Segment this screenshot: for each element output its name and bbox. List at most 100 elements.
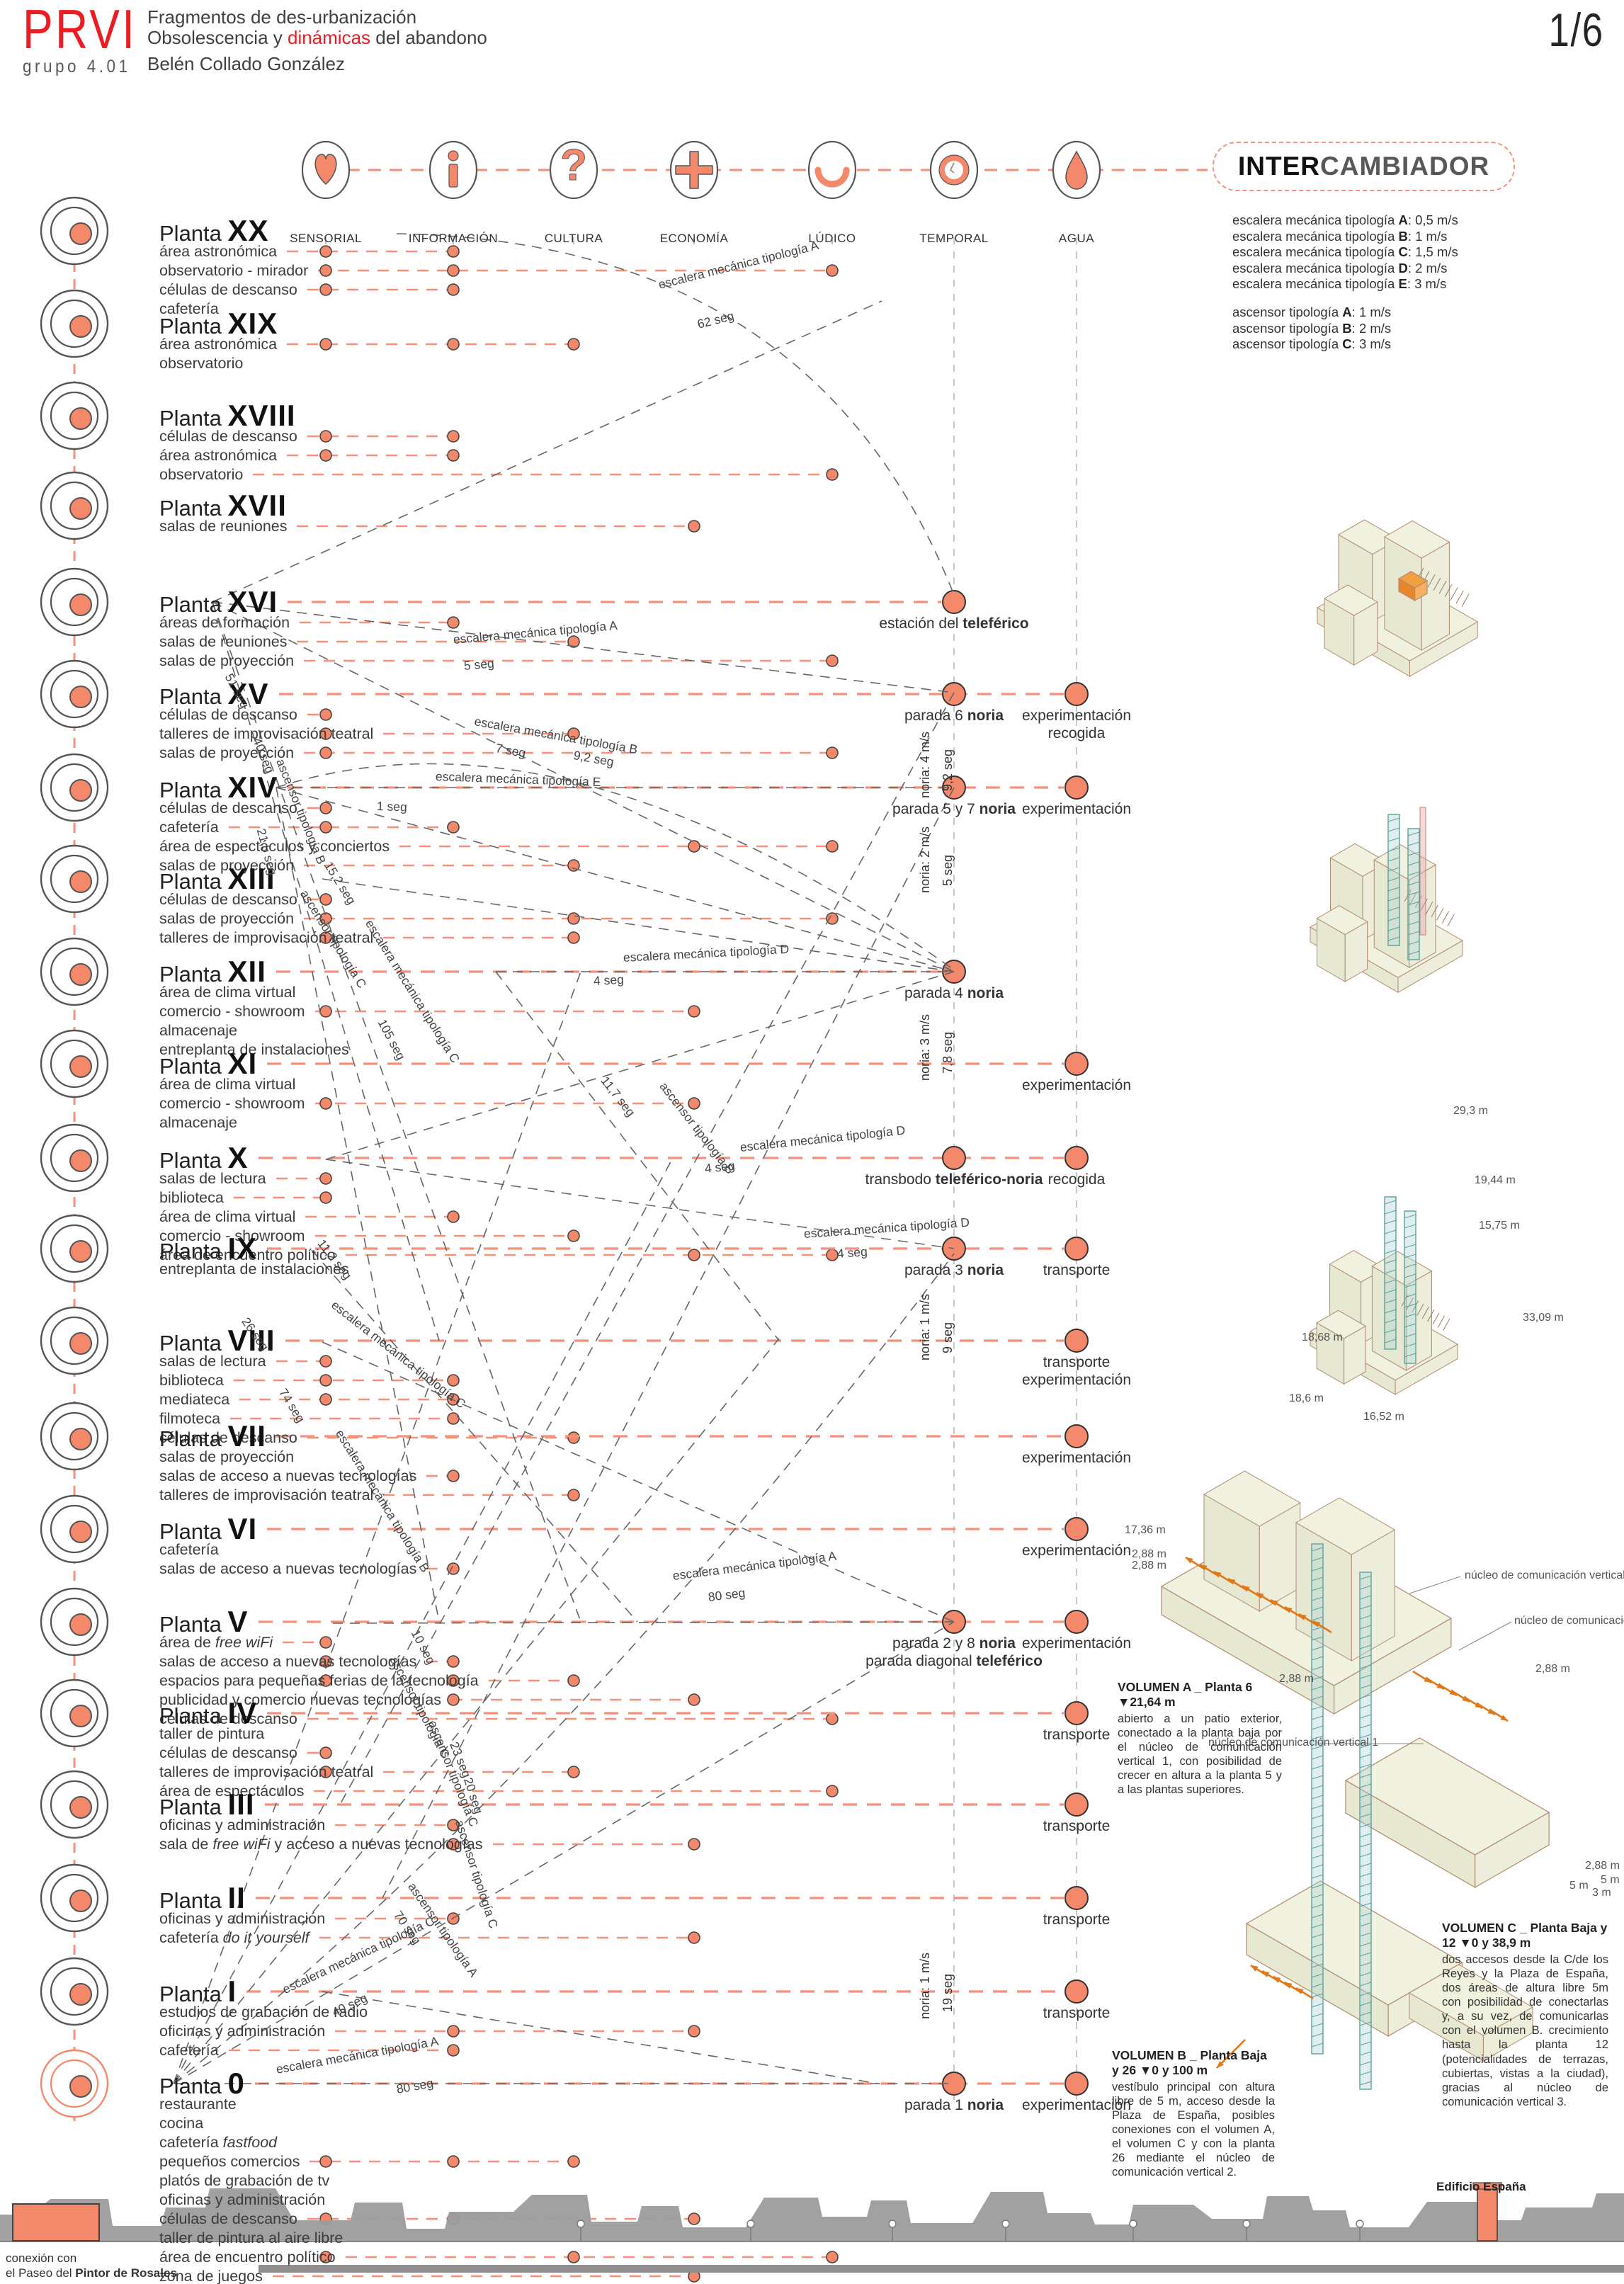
node-label: experimentación [1021,2097,1132,2113]
floor-function: áreas de formación [159,614,290,631]
floor-function: cafetería do it yourself [159,1929,310,1946]
connection-label: 4 seg [836,1244,868,1261]
noria-time-label: 7,8 seg [941,1031,955,1074]
node-label: parada 6 noria [904,708,1004,724]
floor-function: salas de reuniones [159,633,288,650]
node-label: experimentación [1021,1542,1132,1559]
node-label: parada 1 noria [904,2097,1004,2113]
dimension-label: 18,68 m [1302,1331,1343,1343]
dimension-label: 17,36 m [1125,1524,1166,1536]
dimension-label: 2,88 m [1132,1559,1166,1572]
floor-function: cafetería [159,819,219,836]
floor-title-I: Planta I [159,1975,237,2008]
noria-time-label: 5 seg [941,854,955,886]
title-red-word: dinámicas [287,27,371,49]
noria-time-label: 9 seg [941,1322,955,1353]
volumen-b-text: VOLUMEN B _ Planta Baja y 26 ▼0 y 100 m … [1112,2048,1275,2179]
floor-title-VII: Planta VII [159,1419,266,1453]
floor-function: células de descanso [159,891,297,908]
category-lúdico: LÚDICO [786,115,878,246]
connection-label: 1 seg [376,799,408,814]
floor-function: salas de acceso a nuevas tecnologías [159,1467,417,1484]
floor-title-III: Planta III [159,1788,255,1821]
category-label: SENSORIAL [290,232,362,245]
floor-function: filmoteca [159,1410,221,1427]
floor-function: oficinas y administración [159,1817,326,1834]
floor-function: salas de acceso a nuevas tecnologías [159,1653,417,1670]
floor-function: observatorio - mirador [159,262,309,279]
noria-time-label: 9,2 seg [941,749,955,791]
volumen-a-text: VOLUMEN A _ Planta 6 ▼21,64 m abierto a … [1118,1680,1282,1797]
floor-function: cafetería [159,2042,219,2059]
floor-function: salas de proyección [159,1448,295,1465]
floor-function: oficinas y administración [159,1910,326,1927]
floor-title-XI: Planta XI [159,1047,258,1080]
edificio-espana-label: Edificio España [1436,2180,1526,2193]
floor-function: biblioteca [159,1372,224,1389]
category-agua: AGUA [1030,115,1123,246]
floor-function: oficinas y administración [159,2191,326,2208]
legend-line: escalera mecánica tipología A: 0,5 m/s [1232,212,1458,227]
heart-icon [301,140,351,200]
node-label: estación del teleférico [879,615,1029,632]
floor-function: taller de pintura [159,1725,265,1742]
category-label: CULTURA [544,232,603,245]
floor-title-VIII: Planta VIII [159,1324,276,1357]
noria-label: noria: 3 m/s [918,1013,932,1081]
connection-label: 4 seg [703,1158,736,1176]
category-label: INFORMACIÓN [408,232,499,245]
svg-text:?: ? [560,141,587,190]
logo: PRVI [23,0,137,60]
floor-function: cafetería [159,1541,219,1558]
dimension-label: 19,44 m [1475,1174,1516,1186]
floor-function: salas de acceso a nuevas tecnologías [159,1560,417,1577]
dimension-label: 29,3 m [1453,1105,1488,1117]
floor-title-XV: Planta XV [159,677,269,710]
floor-title-V: Planta V [159,1605,249,1638]
floor-function: cocina [159,2115,204,2132]
category-label: AGUA [1058,232,1095,245]
floor-function: área astronómica [159,447,278,464]
floor-title-IV: Planta IV [159,1696,258,1729]
clock-icon [929,140,979,200]
floor-function: cafetería fastfood [159,2134,278,2151]
floor-function: talleres de improvisación teatral [159,1487,374,1504]
floor-title-XX: Planta XX [159,214,269,247]
dimension-label: 3 m [1592,1887,1611,1899]
node-label: transbodo teleférico-noria [865,1171,1043,1188]
floor-function: células de descanso [159,281,297,298]
dimension-label: 5 m [1569,1880,1589,1892]
legend-line: escalera mecánica tipología E: 3 m/s [1232,276,1447,292]
connection-label: 5 seg [463,656,495,673]
node-label: transporte [1043,1727,1111,1743]
floor-title-XVII: Planta XVII [159,489,287,522]
floor-function: almacenaje [159,1022,237,1039]
legend-line: ascensor tipología B: 2 m/s [1232,320,1392,336]
bottom-caption-bold: Pintor de Rosales [75,2266,177,2280]
floor-function: salas de proyección [159,910,295,927]
category-label: LÚDICO [808,232,856,245]
nucleo-label: núcleo de comunicación vertical 1 [1208,1737,1379,1749]
floor-title-VI: Planta VI [159,1512,258,1545]
floor-function: pequeños comercios [159,2153,300,2170]
drop-icon [1052,140,1101,200]
node-label: transporte [1043,1818,1111,1834]
title-line-2: Obsolescencia y dinámicas del abandono [147,27,487,49]
header: PRVI grupo 4.01 [23,0,162,77]
floor-function: comercio - showroom [159,1095,305,1112]
floor-title-XII: Planta XII [159,955,266,988]
category-sensorial: SENSORIAL [280,115,372,246]
noria-label: noria: 1 m/s [918,1293,932,1360]
category-temporal: TEMPORAL [908,115,1000,246]
floor-function: área de free wiFi [159,1634,273,1651]
floor-function: zona de juegos [159,2268,263,2284]
floor-function: células de descanso [159,800,297,817]
floor-function: área astronómica [159,243,278,260]
node-label: parada 2 y 8 noria parada diagonal telefé… [865,1635,1043,1669]
node-label: parada 4 noria [904,985,1004,1001]
node-label: experimentación [1021,801,1132,817]
page-number: 1/6 [1548,4,1604,56]
node-label: transporte [1043,2005,1111,2021]
connection-label: 4 seg [593,972,625,988]
